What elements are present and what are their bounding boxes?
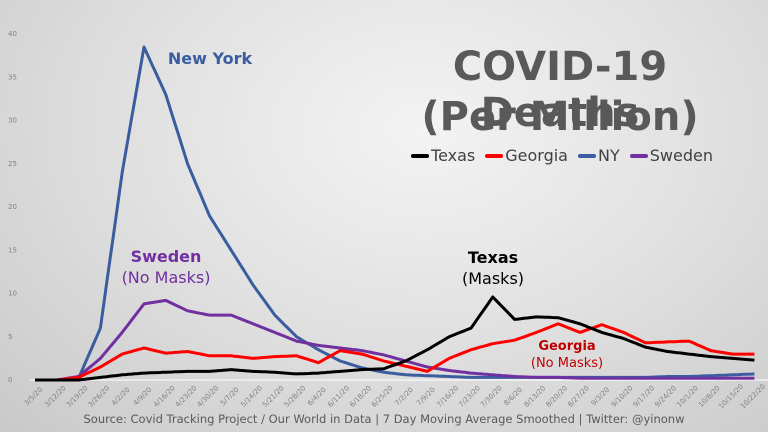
annotation-title: Texas xyxy=(467,248,519,267)
series-line-texas xyxy=(35,295,755,382)
legend-label: Sweden xyxy=(649,146,713,165)
x-tick-label: 6/11/20 xyxy=(326,384,351,409)
x-tick-label: 8/13/20 xyxy=(523,384,548,409)
x-tick-label: 5/14/20 xyxy=(239,384,264,409)
chart-subtitle: (Per Million) xyxy=(421,94,699,140)
x-tick-label: 3/12/20 xyxy=(43,384,68,409)
x-tick-label: 7/30/20 xyxy=(479,384,504,409)
x-tick-label: 4/16/20 xyxy=(152,384,177,409)
legend-item-texas: Texas xyxy=(411,146,475,165)
annotation-note: (Masks) xyxy=(461,269,525,288)
legend: Texas Georgia NY Sweden xyxy=(392,146,732,165)
annotation-new-york: New York xyxy=(160,48,260,69)
y-tick-label: 20 xyxy=(8,203,17,211)
x-tick-label: 10/1/20 xyxy=(675,384,700,409)
annotation-title: New York xyxy=(167,49,253,68)
x-tick-label: 4/23/20 xyxy=(174,384,199,409)
y-tick-label: 0 xyxy=(8,376,12,384)
x-tick-label: 4/30/20 xyxy=(196,384,221,409)
annotation-note: (No Masks) xyxy=(121,268,211,287)
source-note: Source: Covid Tracking Project / Our Wor… xyxy=(83,412,685,426)
annotation-sweden: Sweden (No Masks) xyxy=(106,246,226,288)
legend-item-sweden: Sweden xyxy=(629,146,713,165)
x-tick-label: 6/25/20 xyxy=(370,384,395,409)
x-tick-label: 4/9/20 xyxy=(132,386,154,408)
x-tick-label: 7/23/20 xyxy=(457,384,482,409)
x-tick-label: 4/2/20 xyxy=(110,386,132,408)
x-tick-label: 9/3/20 xyxy=(590,386,612,408)
legend-label: Texas xyxy=(431,146,476,165)
annotation-title: Georgia xyxy=(538,339,596,354)
legend-swatch-ny xyxy=(577,153,596,158)
legend-swatch-texas xyxy=(411,153,430,158)
x-tick-label: 3/19/20 xyxy=(65,384,90,409)
x-tick-label: 3/26/20 xyxy=(87,384,112,409)
legend-item-ny: NY xyxy=(577,146,620,165)
legend-swatch-georgia xyxy=(485,153,504,158)
x-tick-label: 9/10/20 xyxy=(610,384,635,409)
y-axis: 0 5 10 15 20 25 30 35 40 xyxy=(8,30,17,384)
x-tick-label: 6/4/20 xyxy=(306,386,328,408)
x-tick-label: 9/24/20 xyxy=(653,384,678,409)
chart-title: COVID-19 Deaths xyxy=(452,44,668,136)
legend-label: Georgia xyxy=(505,146,568,165)
x-tick-label: 8/20/20 xyxy=(544,384,569,409)
x-tick-label: 5/21/20 xyxy=(261,384,286,409)
x-tick-label: 5/7/20 xyxy=(219,386,241,408)
x-tick-label: 8/27/20 xyxy=(566,384,591,409)
series-line-sweden xyxy=(35,298,755,382)
x-tick-label: 5/28/20 xyxy=(283,384,308,409)
annotation-georgia: Georgia (No Masks) xyxy=(517,338,617,372)
legend-item-georgia: Georgia xyxy=(485,146,568,165)
y-tick-label: 35 xyxy=(8,73,17,81)
x-tick-label: 9/17/20 xyxy=(632,384,657,409)
y-tick-label: 25 xyxy=(8,160,17,168)
y-tick-label: 40 xyxy=(8,30,17,38)
x-tick-label: 8/6/20 xyxy=(502,386,524,408)
annotation-note: (No Masks) xyxy=(530,356,604,371)
y-tick-label: 5 xyxy=(8,333,12,341)
x-tick-label: 6/18/20 xyxy=(348,384,373,409)
series-line-georgia xyxy=(35,322,755,382)
legend-label: NY xyxy=(597,146,620,165)
x-tick-label: 3/5/20 xyxy=(23,386,45,408)
y-tick-label: 10 xyxy=(8,290,17,298)
x-tick-label: 7/2/20 xyxy=(393,386,415,408)
series-lines xyxy=(35,45,755,382)
x-tick-label: 7/16/20 xyxy=(435,384,460,409)
y-tick-label: 15 xyxy=(8,246,17,254)
x-axis: 3/5/203/12/203/19/203/26/204/2/20 4/9/204… xyxy=(23,383,767,411)
y-tick-label: 30 xyxy=(8,117,17,125)
annotation-title: Sweden xyxy=(130,247,202,266)
legend-swatch-sweden xyxy=(629,153,648,158)
annotation-texas: Texas (Masks) xyxy=(443,247,543,289)
x-tick-label: 7/9/20 xyxy=(415,386,437,408)
